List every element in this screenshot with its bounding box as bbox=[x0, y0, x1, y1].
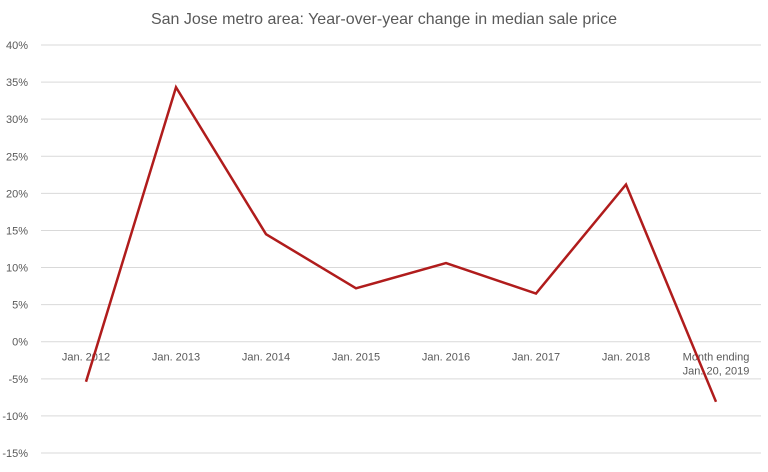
y-tick-label: -5% bbox=[8, 374, 28, 386]
y-tick-label: -10% bbox=[2, 411, 28, 423]
y-tick-label: 10% bbox=[6, 263, 28, 275]
x-tick-label: Jan. 2016 bbox=[422, 352, 470, 364]
x-tick-label-line: Jan. 2013 bbox=[152, 352, 200, 364]
y-tick-label: -15% bbox=[2, 448, 28, 460]
y-tick-label: 0% bbox=[12, 337, 28, 349]
x-tick-label-line: Jan. 2016 bbox=[422, 352, 470, 364]
y-tick-label: 20% bbox=[6, 188, 28, 200]
x-tick-label: Jan. 2018 bbox=[602, 352, 650, 364]
x-tick-label-line: Jan. 2017 bbox=[512, 352, 560, 364]
y-tick-label: 35% bbox=[6, 77, 28, 89]
chart-title: San Jose metro area: Year-over-year chan… bbox=[151, 11, 617, 28]
x-tick-label: Jan. 2013 bbox=[152, 352, 200, 364]
x-tick-label-line: Jan. 2015 bbox=[332, 352, 380, 364]
y-tick-label: 30% bbox=[6, 114, 28, 126]
y-tick-label: 40% bbox=[6, 40, 28, 52]
x-tick-label-line: Jan. 2012 bbox=[62, 352, 110, 364]
y-tick-label: 25% bbox=[6, 151, 28, 163]
y-tick-label: 5% bbox=[12, 300, 28, 312]
x-tick-label-line: Jan. 2018 bbox=[602, 352, 650, 364]
x-tick-label: Jan. 2015 bbox=[332, 352, 380, 364]
x-tick-label: Jan. 2014 bbox=[242, 352, 290, 364]
x-tick-label-line: Month ending bbox=[683, 352, 750, 364]
x-tick-label-line: Jan. 2014 bbox=[242, 352, 290, 364]
y-tick-label: 15% bbox=[6, 225, 28, 237]
x-tick-label: Jan. 2017 bbox=[512, 352, 560, 364]
x-tick-label: Jan. 2012 bbox=[62, 352, 110, 364]
x-tick-label-line: Jan. 20, 2019 bbox=[683, 366, 750, 378]
x-tick-label: Month ending Jan. 20, 2019 bbox=[683, 352, 750, 378]
